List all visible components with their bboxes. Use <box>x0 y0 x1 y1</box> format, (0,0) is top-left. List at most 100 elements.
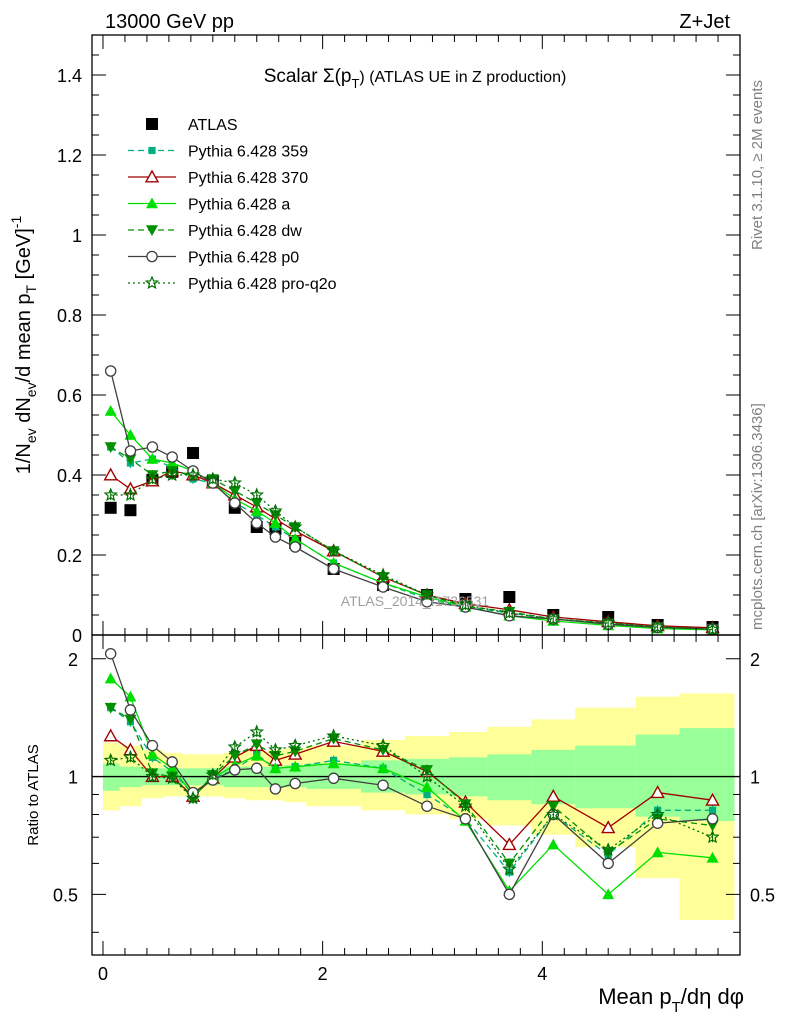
main-x-ticks <box>102 35 719 635</box>
ratio-point <box>547 838 560 850</box>
ratio-point <box>250 739 263 751</box>
legend-marker <box>144 169 160 183</box>
ratio-point <box>502 837 517 851</box>
ratio-point <box>650 806 665 821</box>
ratio-y-ticks: 0.5 0.5 1 1 2 2 <box>53 650 775 933</box>
ratio-point <box>503 888 516 901</box>
watermark: ATLAS_2014_I1736531 <box>341 593 490 609</box>
legend-marker <box>146 250 158 263</box>
ratio-point <box>377 762 390 774</box>
ratio-point <box>288 738 303 752</box>
ratio-point <box>459 813 472 825</box>
main-point <box>375 567 391 582</box>
ratio-point <box>249 724 265 739</box>
main-point <box>503 591 516 603</box>
main-point <box>377 581 389 593</box>
ratio-point <box>229 764 241 776</box>
ratio-point <box>104 672 117 684</box>
ratio-y-tick-label: 2 <box>68 650 78 670</box>
ratio-point <box>650 785 665 799</box>
ratio-point <box>419 769 435 783</box>
ratio-y-tick-label: 1 <box>68 768 78 788</box>
y-tick-label: 0.4 <box>57 466 82 486</box>
ratio-point <box>546 788 561 802</box>
main-point <box>502 605 517 620</box>
ratio-point <box>602 888 615 900</box>
main-point <box>458 597 473 612</box>
legend-label: Pythia 6.428 370 <box>188 170 308 187</box>
main-point <box>289 533 302 544</box>
legend-entry: Pythia 6.428 a <box>128 197 290 214</box>
ratio-point <box>268 742 283 756</box>
ratio-bands <box>102 693 735 921</box>
ratio-point <box>421 800 433 812</box>
ratio-marks <box>103 647 720 901</box>
main-point <box>124 454 137 465</box>
main-point <box>249 487 265 502</box>
inner-band <box>487 754 532 801</box>
ratio-y-tick-label: 0.5 <box>53 885 78 905</box>
ratio-y-axis-label: Ratio to ATLAS <box>25 744 42 845</box>
ratio-point <box>104 702 117 714</box>
y-tick-label: 0.2 <box>57 546 82 566</box>
main-point <box>419 587 435 602</box>
mcplots-label: mcplots.cern.ch [arXiv:1306.3436] <box>749 403 766 630</box>
ratio-point <box>250 749 263 761</box>
ratio-point <box>377 779 389 792</box>
main-series-6 <box>103 467 720 636</box>
main-point <box>250 498 263 509</box>
ratio-frame <box>91 634 741 956</box>
ratio-point <box>326 728 341 743</box>
main-point <box>229 497 241 509</box>
ratio-point <box>103 752 118 767</box>
ratio-point <box>228 750 241 762</box>
main-point <box>124 445 137 457</box>
header-process: Z+Jet <box>679 11 730 33</box>
main-point <box>250 517 263 529</box>
ratio-point <box>706 813 719 825</box>
main-point <box>123 487 138 502</box>
legend-label: Pythia 6.428 359 <box>188 144 308 161</box>
ratio-point <box>423 790 431 799</box>
main-point <box>650 619 665 634</box>
y-tick-label: 1.2 <box>57 146 82 166</box>
inner-band <box>635 734 680 817</box>
ratio-point <box>227 739 243 754</box>
main-point <box>227 475 243 490</box>
ratio-y-tick-label-right: 0.5 <box>750 885 775 905</box>
ratio-point <box>124 704 137 716</box>
main-point <box>546 611 561 626</box>
main-point <box>165 467 180 482</box>
ratio-y-tick-label-right: 2 <box>750 650 760 670</box>
ratio-series-5 <box>103 724 720 876</box>
legend-entry: Pythia 6.428 p0 <box>128 250 299 267</box>
ratio-x-ticks: 0 2 4 <box>98 635 719 984</box>
main-y-ticks: 0 0.2 0.4 0.6 0.8 1 1.2 1.4 <box>57 34 740 646</box>
main-point <box>289 541 301 553</box>
legend-marker <box>148 146 156 155</box>
legend-marker <box>146 225 158 236</box>
main-point <box>104 501 117 514</box>
legend-entry: Pythia 6.428 dw <box>128 223 302 240</box>
ratio-point <box>502 861 517 876</box>
ratio-point <box>123 749 138 764</box>
ratio-panel: 0.5 0.5 1 1 2 2 0 2 4 Ratio to ATLAS Mean pT/dη… <box>25 634 775 1016</box>
ratio-point <box>327 772 340 785</box>
main-point <box>269 517 282 528</box>
legend-marker <box>144 275 160 290</box>
main-point <box>228 486 241 497</box>
x-tick-label: 2 <box>318 964 328 984</box>
main-point <box>104 365 117 377</box>
ratio-point <box>269 783 282 795</box>
x-axis-label: Mean pT/dη dφ <box>598 984 744 1016</box>
ratio-point <box>601 820 616 834</box>
ratio-point <box>601 842 616 856</box>
ratio-point <box>166 762 179 774</box>
ratio-point <box>269 762 282 774</box>
y-tick-label: 0.6 <box>57 386 82 406</box>
ratio-point <box>375 738 391 752</box>
legend-marker <box>146 197 158 209</box>
ratio-point <box>289 760 302 772</box>
main-point <box>269 531 282 543</box>
